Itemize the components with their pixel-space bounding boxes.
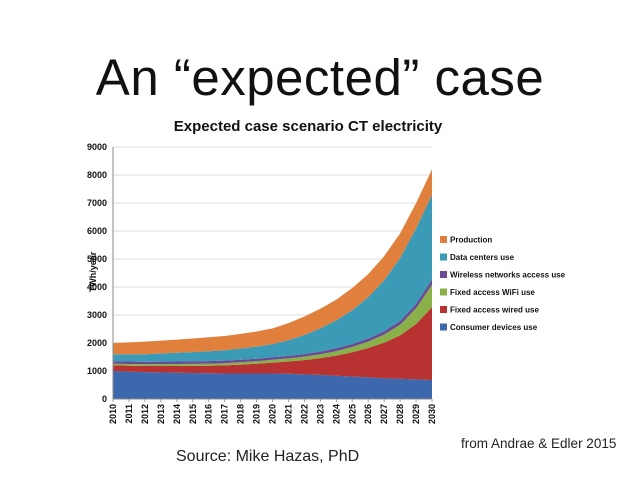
legend-label: Wireless networks access use (450, 271, 566, 280)
legend-swatch (440, 288, 447, 296)
y-tick-label: 7000 (87, 198, 107, 208)
x-tick-label: 2022 (299, 404, 309, 424)
x-tick-label: 2021 (283, 404, 293, 424)
x-tick-label: 2013 (156, 404, 166, 424)
x-tick-label: 2030 (427, 404, 437, 424)
x-tick-label: 2011 (124, 404, 134, 424)
y-tick-label: 6000 (87, 226, 107, 236)
legend-swatch (440, 323, 447, 331)
axes: 0 1000 2000 3000 4000 5000 6000 7000 8000 9000 201… (87, 142, 437, 424)
area-series-fixed-access-wired-use (113, 307, 432, 380)
citation-caption: from Andrae & Edler 2015 (461, 436, 617, 451)
x-tick-label: 2024 (331, 404, 341, 424)
x-tick-label: 2016 (204, 404, 214, 424)
legend-label: Fixed access WiFi use (450, 288, 535, 297)
x-tick-label: 2014 (172, 404, 182, 424)
legend: Production Data centers use Wireless netwo… (440, 236, 566, 332)
y-tick-label: 9000 (87, 142, 107, 152)
x-tick-label: 2020 (268, 404, 278, 424)
y-tick-label: 3000 (87, 310, 107, 320)
legend-swatch (440, 253, 447, 261)
y-tick-label: 0 (102, 394, 107, 404)
x-tick-label: 2010 (108, 404, 118, 424)
x-tick-label: 2029 (411, 404, 421, 424)
x-tick-label: 2026 (363, 404, 373, 424)
y-tick-label: 4000 (87, 282, 107, 292)
y-tick-label: 2000 (87, 338, 107, 348)
chart-title: Expected case scenario CT electricity (174, 118, 443, 135)
x-tick-label: 2023 (315, 404, 325, 424)
area-series-data-centers-use (113, 194, 432, 362)
area-series (113, 169, 432, 399)
x-tick-label: 2028 (395, 404, 405, 424)
x-tick-label: 2019 (252, 404, 262, 424)
x-tick-label: 2012 (140, 404, 150, 424)
x-tick-label: 2017 (220, 404, 230, 424)
legend-swatch (440, 306, 447, 313)
legend-swatch (440, 236, 447, 243)
x-tick-label: 2018 (236, 404, 246, 424)
slide-title: An “expected” case (95, 49, 545, 106)
source-caption: Source: Mike Hazas, PhD (176, 448, 360, 465)
y-tick-label: 8000 (87, 170, 107, 180)
x-tick-label: 2015 (188, 404, 198, 424)
area-series-consumer-devices-use (113, 371, 432, 399)
legend-label: Data centers use (450, 253, 515, 262)
legend-label: Consumer devices use (450, 323, 538, 332)
legend-swatch (440, 271, 447, 278)
y-tick-label: 1000 (87, 366, 107, 376)
y-tick-label: 5000 (87, 254, 107, 264)
x-tick-label: 2027 (379, 404, 389, 424)
x-tick-label: 2025 (347, 404, 357, 424)
legend-label: Fixed access wired use (450, 306, 539, 315)
y-axis-label: TWh/year (88, 251, 98, 292)
legend-label: Production (450, 236, 492, 245)
area-series-production (113, 169, 432, 355)
